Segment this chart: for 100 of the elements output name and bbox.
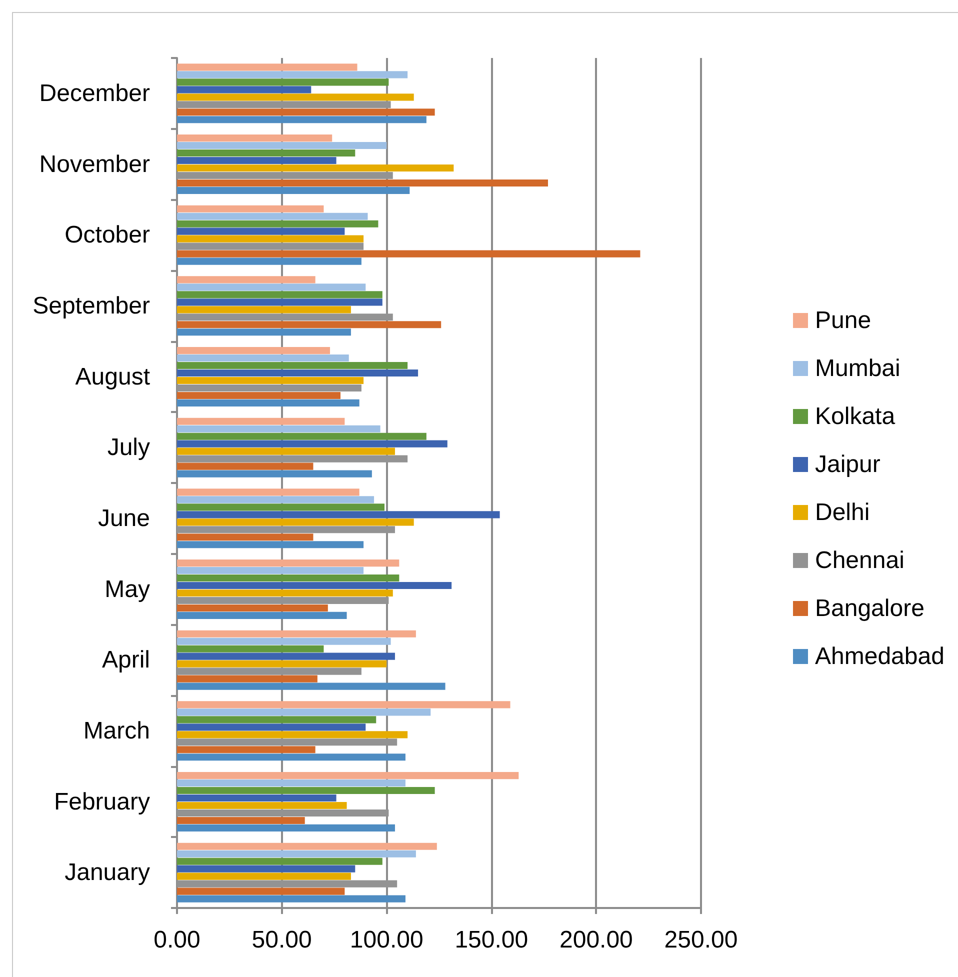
bar: [177, 179, 548, 187]
legend-label: Delhi: [815, 499, 870, 526]
bar: [177, 865, 356, 872]
bar: [177, 872, 351, 880]
bar: [177, 488, 360, 496]
bar: [177, 630, 416, 638]
bar: [177, 362, 408, 370]
bar: [177, 746, 316, 754]
bar: [177, 186, 410, 194]
bar: [177, 376, 364, 384]
x-tick-label: 150.00: [454, 926, 528, 954]
x-tick-label: 200.00: [559, 926, 633, 954]
bar: [177, 276, 316, 284]
bar: [177, 779, 406, 787]
y-tick-label: October: [64, 222, 150, 249]
bar: [177, 250, 640, 258]
bar: [177, 164, 454, 172]
bar: [177, 566, 364, 574]
bar: [177, 612, 347, 619]
bar: [177, 589, 393, 597]
bar: [177, 652, 395, 660]
y-tick-label: November: [39, 150, 150, 178]
legend-label: Bangalore: [815, 595, 924, 622]
bar: [177, 470, 372, 478]
bar: [177, 212, 368, 220]
bar: [177, 541, 364, 548]
bar: [177, 235, 364, 242]
legend-label: Mumbai: [815, 355, 900, 382]
bar: [177, 418, 345, 425]
bar: [177, 291, 382, 298]
y-tick-label: February: [54, 788, 150, 816]
bar: [177, 560, 400, 567]
y-tick-label: March: [83, 717, 150, 744]
bar: [177, 228, 345, 235]
y-tick-label: July: [107, 434, 150, 462]
bar: [177, 518, 414, 526]
bar: [177, 462, 314, 470]
bar: [177, 708, 431, 716]
bar: [177, 205, 324, 212]
bar: [177, 574, 400, 582]
bar: [177, 772, 519, 780]
bar: [177, 496, 374, 504]
legend-label: Jaipur: [815, 451, 880, 478]
bar: [177, 156, 336, 164]
bar: [177, 298, 382, 306]
bar: [177, 794, 336, 802]
bar: [177, 754, 406, 761]
bar: [177, 504, 385, 511]
bar: [177, 94, 414, 101]
bar: [177, 842, 437, 850]
bar: [177, 432, 426, 440]
y-tick-label: August: [75, 363, 150, 390]
legend-label: Chennai: [815, 547, 904, 574]
x-tick-label: 100.00: [350, 926, 424, 954]
y-tick-label: May: [104, 576, 150, 603]
bar: [177, 78, 389, 86]
bar: [177, 86, 312, 94]
bar: [177, 858, 382, 865]
bar: [177, 149, 356, 157]
x-tick-label: 250.00: [664, 926, 738, 954]
y-tick-label: January: [64, 859, 150, 886]
bar: [177, 448, 395, 455]
bar: [177, 321, 442, 328]
legend-label: Ahmedabad: [815, 643, 944, 670]
y-tick-label: December: [39, 80, 150, 107]
bar: [177, 604, 328, 612]
bar: [177, 328, 351, 336]
bar: [177, 284, 366, 291]
bar: [177, 888, 345, 895]
bar: [177, 582, 452, 590]
bar: [177, 660, 387, 668]
bar: [177, 71, 408, 78]
bar: [177, 347, 330, 354]
bar: [177, 511, 500, 518]
bar: [177, 802, 347, 810]
legend-label: Pune: [815, 307, 872, 334]
bar: [177, 675, 318, 682]
bar: [177, 440, 448, 448]
bar: [177, 220, 378, 228]
bar: [177, 786, 435, 794]
bar: [177, 645, 324, 652]
bar: [177, 354, 349, 362]
bar: [177, 392, 340, 400]
y-tick-label: June: [98, 504, 150, 532]
bar: [177, 638, 391, 645]
bar: [177, 724, 366, 731]
bar: [177, 731, 408, 738]
y-tick-label: April: [102, 646, 150, 674]
bar: [177, 534, 314, 541]
y-tick-label: September: [32, 292, 150, 320]
legend-label: Kolkata: [815, 403, 896, 430]
bar: [177, 682, 446, 690]
bar: [177, 816, 305, 824]
bar: [177, 425, 380, 432]
bar: [177, 701, 510, 708]
bar: [177, 369, 418, 377]
x-tick-label: 50.00: [252, 926, 312, 954]
bar: [177, 716, 376, 724]
bar: [177, 306, 351, 314]
bar: [177, 108, 435, 116]
